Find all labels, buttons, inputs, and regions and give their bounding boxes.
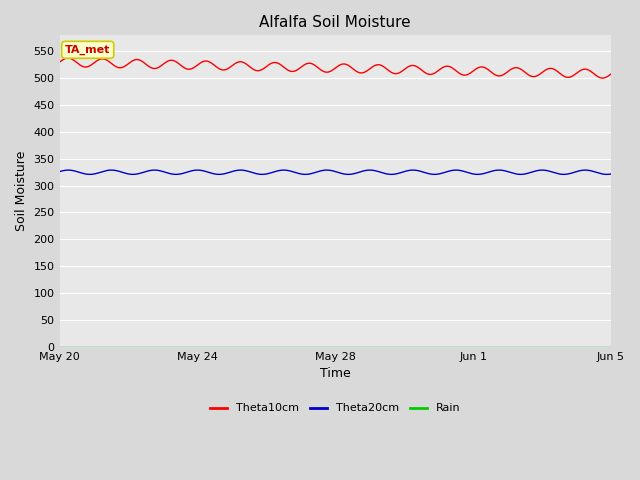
Rain: [495, 344, 503, 349]
Theta10cm: [486, 68, 494, 74]
Legend: Theta10cm, Theta20cm, Rain: Theta10cm, Theta20cm, Rain: [206, 399, 465, 418]
Theta10cm: [56, 60, 63, 65]
Rain: [299, 344, 307, 349]
X-axis label: Time: Time: [320, 367, 351, 380]
Theta20cm: [280, 167, 287, 173]
Theta20cm: [259, 171, 266, 177]
Theta10cm: [279, 64, 287, 70]
Theta20cm: [487, 168, 495, 174]
Line: Theta10cm: Theta10cm: [60, 58, 611, 78]
Theta20cm: [435, 171, 443, 177]
Theta20cm: [300, 171, 307, 177]
Rain: [607, 344, 615, 349]
Theta10cm: [64, 55, 72, 61]
Rain: [486, 344, 493, 349]
Theta10cm: [299, 63, 307, 69]
Theta10cm: [607, 71, 615, 77]
Rain: [112, 344, 120, 349]
Y-axis label: Soil Moisture: Soil Moisture: [15, 151, 28, 231]
Theta10cm: [599, 75, 607, 81]
Theta10cm: [496, 73, 504, 79]
Theta20cm: [279, 167, 287, 173]
Theta10cm: [435, 67, 443, 73]
Theta20cm: [112, 168, 120, 173]
Text: TA_met: TA_met: [65, 45, 111, 55]
Theta20cm: [607, 171, 615, 177]
Line: Theta20cm: Theta20cm: [60, 170, 611, 174]
Theta20cm: [497, 167, 504, 173]
Theta20cm: [56, 168, 63, 174]
Title: Alfalfa Soil Moisture: Alfalfa Soil Moisture: [259, 15, 411, 30]
Rain: [56, 344, 63, 349]
Rain: [278, 344, 286, 349]
Rain: [435, 344, 442, 349]
Theta10cm: [113, 64, 120, 70]
